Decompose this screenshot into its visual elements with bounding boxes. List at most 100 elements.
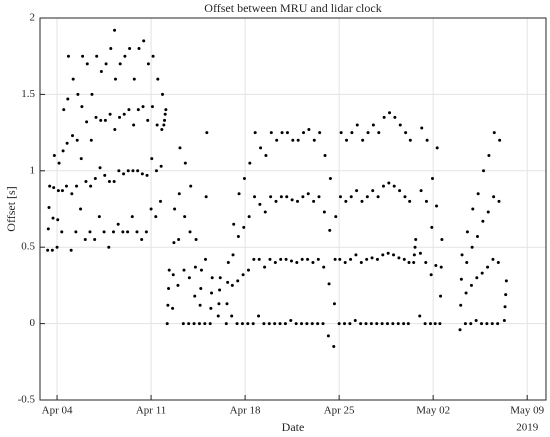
point: [406, 322, 410, 326]
point: [71, 134, 75, 138]
point: [183, 215, 187, 219]
point: [418, 314, 422, 318]
point: [353, 319, 357, 323]
point: [434, 264, 438, 268]
y-tick-label: 1.5: [21, 88, 35, 100]
point: [322, 210, 326, 214]
point: [355, 123, 359, 127]
point: [328, 176, 332, 180]
point: [203, 257, 207, 261]
point: [173, 207, 177, 211]
point: [140, 172, 144, 176]
point: [165, 322, 169, 326]
point: [312, 138, 316, 142]
point: [197, 322, 201, 326]
point: [317, 195, 321, 199]
point: [338, 195, 342, 199]
point: [89, 184, 93, 188]
point: [475, 235, 479, 239]
point: [140, 238, 144, 242]
point: [490, 322, 494, 326]
y-axis-label: Offset [s]: [4, 186, 18, 231]
point: [85, 62, 89, 66]
point: [396, 322, 400, 326]
point: [224, 322, 228, 326]
point: [392, 253, 396, 257]
point: [498, 138, 502, 142]
point: [387, 181, 391, 185]
point: [301, 195, 305, 199]
point: [458, 328, 462, 332]
point: [123, 54, 127, 58]
point: [62, 108, 66, 112]
point: [403, 195, 407, 199]
point: [269, 195, 273, 199]
point: [126, 230, 130, 234]
point: [492, 131, 496, 135]
point: [210, 291, 214, 295]
point: [93, 238, 97, 242]
point: [163, 118, 167, 122]
point: [57, 161, 61, 165]
point: [70, 192, 74, 196]
point: [273, 260, 277, 264]
point: [237, 192, 241, 196]
point: [307, 128, 311, 132]
y-tick-label: 0: [30, 317, 36, 329]
point: [226, 260, 230, 264]
point: [348, 322, 352, 326]
point: [465, 230, 469, 234]
x-tick-label: May 09: [510, 405, 544, 417]
point: [412, 253, 416, 257]
point: [146, 118, 150, 122]
point: [183, 161, 187, 165]
point: [380, 322, 384, 326]
point: [230, 283, 234, 287]
point: [375, 257, 379, 261]
point: [235, 322, 239, 326]
point: [198, 303, 202, 307]
point: [113, 77, 117, 81]
point: [391, 322, 395, 326]
point: [218, 288, 222, 292]
point: [108, 112, 112, 116]
point: [154, 169, 158, 173]
point: [109, 47, 113, 51]
point: [163, 112, 167, 116]
point: [93, 176, 97, 180]
y-tick-label: 2: [30, 12, 36, 24]
point: [65, 141, 69, 145]
point: [194, 238, 198, 242]
point: [300, 257, 304, 261]
point: [398, 189, 402, 193]
point: [177, 192, 181, 196]
point: [381, 184, 385, 188]
point: [187, 276, 191, 280]
point: [111, 230, 115, 234]
point: [381, 253, 385, 257]
point: [312, 199, 316, 203]
point: [375, 322, 379, 326]
point: [118, 62, 122, 66]
x-tick-label: Apr 25: [324, 405, 355, 417]
point: [193, 294, 197, 298]
point: [279, 257, 283, 261]
point: [364, 322, 368, 326]
plot-frame: [39, 17, 547, 401]
point: [84, 179, 88, 183]
point: [122, 112, 126, 116]
point: [268, 257, 272, 261]
point: [433, 322, 437, 326]
point: [486, 265, 490, 269]
point: [144, 230, 148, 234]
point: [188, 230, 192, 234]
point: [50, 248, 54, 252]
point: [323, 154, 327, 158]
point: [131, 169, 135, 173]
point: [247, 215, 251, 219]
point: [80, 105, 84, 109]
point: [440, 238, 444, 242]
point: [280, 131, 284, 135]
point: [355, 189, 359, 193]
point: [326, 334, 330, 338]
